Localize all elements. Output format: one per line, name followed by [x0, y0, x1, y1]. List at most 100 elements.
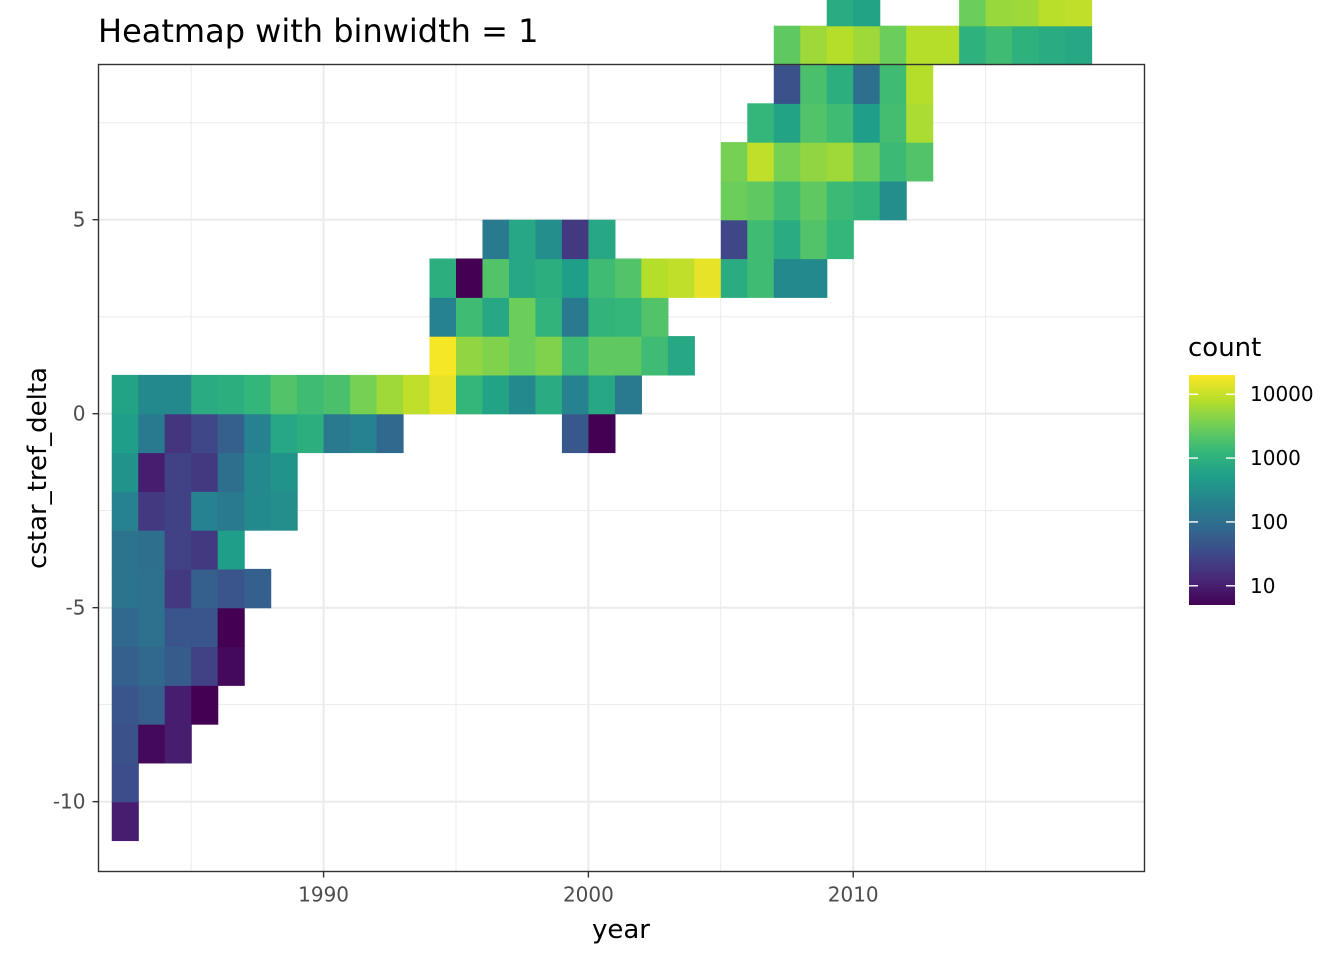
heatmap-tile [853, 142, 880, 181]
heatmap-tile [112, 685, 139, 724]
heatmap-tile [853, 0, 880, 26]
heatmap-tile [377, 375, 404, 414]
heatmap-tile [324, 375, 351, 414]
heatmap-tile [165, 569, 192, 608]
heatmap-tile [562, 297, 589, 336]
heatmap-tile [482, 336, 509, 375]
heatmap-tile [774, 258, 801, 297]
heatmap-tile [774, 220, 801, 259]
heatmap-tile [430, 258, 457, 297]
legend-colorbar [1189, 375, 1235, 605]
heatmap-tile [774, 103, 801, 142]
heatmap-tile [562, 414, 589, 453]
heatmap-tile [244, 491, 271, 530]
heatmap-tile [456, 375, 483, 414]
heatmap-tile [165, 724, 192, 763]
heatmap-tile [218, 414, 245, 453]
heatmap-tile [138, 452, 165, 491]
heatmap-tile [509, 297, 536, 336]
heatmap-tile [271, 452, 298, 491]
heatmap-tile [668, 258, 695, 297]
heatmap-tile [271, 491, 298, 530]
heatmap-tile [800, 142, 827, 181]
heatmap-tile [112, 724, 139, 763]
heatmap-tile [774, 181, 801, 220]
heatmap-tile [191, 685, 218, 724]
heatmap-tile [747, 142, 774, 181]
y-axis-title: cstar_tref_delta [23, 367, 53, 569]
heatmap-tile [853, 65, 880, 104]
heatmap-tile [535, 375, 562, 414]
heatmap-tile [1039, 26, 1066, 65]
heatmap-tile [1065, 26, 1092, 65]
heatmap-tile [615, 375, 642, 414]
heatmap-tile [271, 414, 298, 453]
heatmap-tile [827, 26, 854, 65]
heatmap-tile [1039, 0, 1066, 26]
heatmap-tile [853, 103, 880, 142]
heatmap-tile [774, 65, 801, 104]
heatmap-tile [986, 26, 1013, 65]
heatmap-tile [906, 26, 933, 65]
heatmap-tile [615, 258, 642, 297]
heatmap-tile [138, 685, 165, 724]
legend-label: 100 [1250, 510, 1288, 534]
heatmap-tile [297, 414, 324, 453]
heatmap-chart: Heatmap with binwidth = 1 1990 2000 2010 -… [0, 0, 1344, 960]
heatmap-tile [747, 181, 774, 220]
heatmap-tile [218, 491, 245, 530]
heatmap-tile [165, 491, 192, 530]
x-tick-label: 2010 [828, 883, 879, 907]
heatmap-tile [482, 375, 509, 414]
x-tick-label: 1990 [298, 883, 349, 907]
heatmap-tile [377, 414, 404, 453]
heatmap-tile [535, 297, 562, 336]
heatmap-tile [588, 297, 615, 336]
heatmap-tile [430, 336, 457, 375]
heatmap-tile [191, 646, 218, 685]
heatmap-tile [588, 258, 615, 297]
heatmap-tile [482, 220, 509, 259]
heatmap-tile [138, 569, 165, 608]
y-tick-label: -10 [53, 790, 86, 814]
heatmap-tile [112, 802, 139, 841]
heatmap-tile [615, 297, 642, 336]
legend-label: 10 [1250, 574, 1275, 598]
heatmap-tile [880, 142, 907, 181]
heatmap-tile [138, 530, 165, 569]
heatmap-tile [456, 258, 483, 297]
heatmap-tile [774, 142, 801, 181]
x-tick-label: 2000 [563, 883, 614, 907]
heatmap-tile [562, 375, 589, 414]
heatmap-tile [430, 297, 457, 336]
heatmap-tile [827, 65, 854, 104]
heatmap-tile [482, 258, 509, 297]
y-tick-label: -5 [66, 596, 86, 620]
heatmap-tile [165, 530, 192, 569]
heatmap-tile [112, 414, 139, 453]
heatmap-tile [482, 297, 509, 336]
chart-title: Heatmap with binwidth = 1 [98, 12, 538, 50]
heatmap-tile [827, 220, 854, 259]
heatmap-tile [562, 258, 589, 297]
heatmap-tile [588, 220, 615, 259]
heatmap-tile [906, 65, 933, 104]
heatmap-tile [721, 142, 748, 181]
legend-label: 10000 [1250, 382, 1314, 406]
heatmap-tile [403, 375, 430, 414]
heatmap-tile [1065, 0, 1092, 26]
heatmap-tile [244, 452, 271, 491]
heatmap-tile [800, 258, 827, 297]
heatmap-tile [535, 258, 562, 297]
heatmap-tile [112, 646, 139, 685]
legend-label: 1000 [1250, 446, 1301, 470]
heatmap-tile [112, 608, 139, 647]
heatmap-tile [853, 181, 880, 220]
heatmap-tile [191, 530, 218, 569]
heatmap-tile [588, 375, 615, 414]
heatmap-tile [191, 414, 218, 453]
heatmap-tile [165, 646, 192, 685]
heatmap-tile [880, 103, 907, 142]
heatmap-tile [138, 375, 165, 414]
heatmap-tile [112, 375, 139, 414]
